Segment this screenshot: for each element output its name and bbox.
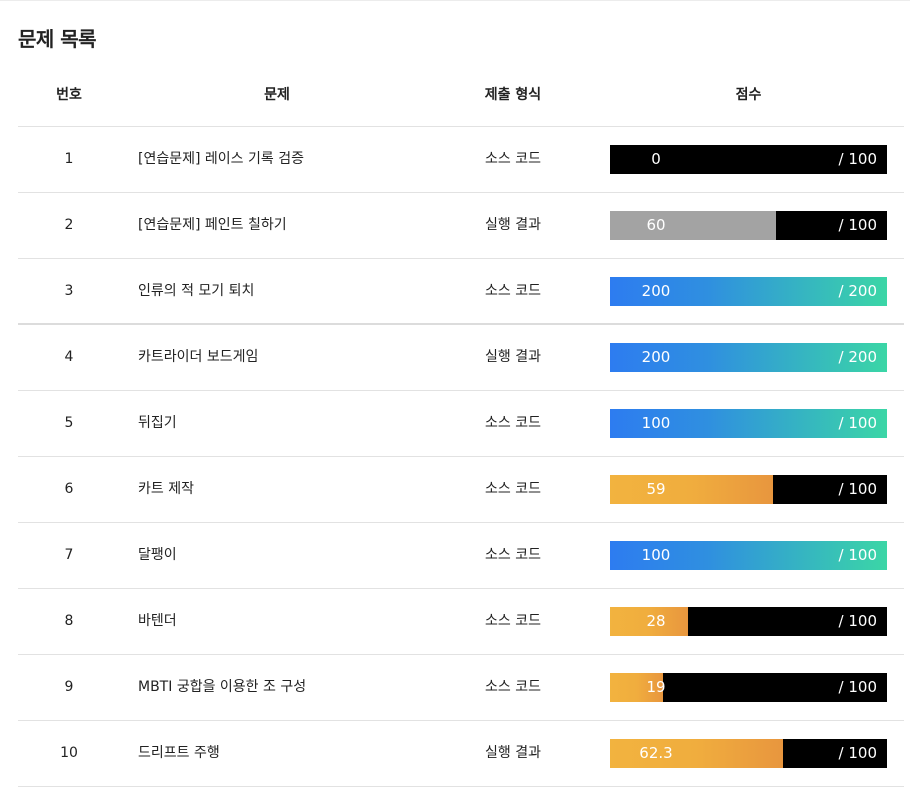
problem-number: 9: [64, 679, 74, 695]
score-bar: 100 100: [610, 541, 887, 570]
table-row[interactable]: 7 달팽이 소스 코드 100 100: [18, 523, 904, 589]
problem-title-link[interactable]: 인류의 적 모기 퇴치: [138, 283, 255, 299]
table-row[interactable]: 2 [연습문제] 페인트 칠하기 실행 결과 60 100: [18, 193, 904, 259]
submission-type: 실행 결과: [485, 745, 541, 761]
problem-title-link[interactable]: MBTI 궁합을 이용한 조 구성: [138, 679, 307, 695]
table-row[interactable]: 1 [연습문제] 레이스 기록 검증 소스 코드 0 100: [18, 127, 904, 193]
header-submission-type: 제출 형식: [484, 87, 542, 103]
problem-number: 10: [60, 745, 78, 761]
submission-type: 소스 코드: [485, 613, 541, 629]
table-row[interactable]: 4 카트라이더 보드게임 실행 결과 200 200: [18, 325, 904, 391]
score-value: 28: [646, 612, 666, 630]
score-bar: 100 100: [610, 409, 887, 438]
score-max: 100: [839, 607, 877, 636]
problem-number: 8: [64, 613, 74, 629]
score-fill: [610, 475, 773, 504]
score-fill: [610, 211, 776, 240]
header-number: 번호: [56, 87, 82, 103]
score-bar: 200 200: [610, 277, 887, 306]
problem-title-link[interactable]: [연습문제] 페인트 칠하기: [138, 217, 287, 233]
score-max: 100: [839, 409, 877, 438]
score-max: 100: [839, 475, 877, 504]
score-value: 0: [651, 150, 661, 168]
problem-number: 7: [64, 547, 74, 563]
score-max: 200: [839, 277, 877, 306]
score-fill: [610, 739, 783, 768]
score-fill: [610, 673, 663, 702]
submission-type: 소스 코드: [485, 679, 541, 695]
problem-title-link[interactable]: 달팽이: [138, 547, 177, 563]
score-max: 100: [839, 673, 877, 702]
table-row[interactable]: 6 카트 제작 소스 코드 59 100: [18, 457, 904, 523]
problem-title-link[interactable]: 카트 제작: [138, 481, 194, 497]
score-value: 100: [641, 546, 671, 564]
score-bar: 200 200: [610, 343, 887, 372]
header-title: 문제: [264, 87, 290, 103]
submission-type: 실행 결과: [485, 349, 541, 365]
table-row[interactable]: 5 뒤집기 소스 코드 100 100: [18, 391, 904, 457]
submission-type: 소스 코드: [485, 481, 541, 497]
score-fill: [610, 607, 688, 636]
score-max: 100: [839, 145, 877, 174]
problem-title-link[interactable]: 뒤집기: [138, 415, 177, 431]
problem-number: 5: [64, 415, 74, 431]
table-row[interactable]: 8 바텐더 소스 코드 28 100: [18, 589, 904, 655]
problem-number: 6: [64, 481, 74, 497]
score-value: 100: [641, 414, 671, 432]
submission-type: 소스 코드: [485, 547, 541, 563]
submission-type: 소스 코드: [485, 283, 541, 299]
submission-type: 소스 코드: [485, 151, 541, 167]
score-bar: 62.3 100: [610, 739, 887, 768]
submission-type: 소스 코드: [485, 415, 541, 431]
score-value: 200: [641, 282, 671, 300]
submission-type: 실행 결과: [485, 217, 541, 233]
score-value: 19: [646, 678, 666, 696]
score-max: 100: [839, 211, 877, 240]
score-bar: 28 100: [610, 607, 887, 636]
problem-title-link[interactable]: 카트라이더 보드게임: [138, 349, 259, 365]
problem-number: 1: [64, 151, 74, 167]
score-max: 100: [839, 739, 877, 768]
page-title: 문제 목록: [18, 27, 97, 51]
score-value: 59: [646, 480, 666, 498]
score-value: 200: [641, 348, 671, 366]
score-bar: 60 100: [610, 211, 887, 240]
score-value: 62.3: [639, 744, 673, 762]
table-row[interactable]: 3 인류의 적 모기 퇴치 소스 코드 200 200: [18, 259, 904, 325]
table-row[interactable]: 9 MBTI 궁합을 이용한 조 구성 소스 코드 19 100: [18, 655, 904, 721]
score-max: 100: [839, 541, 877, 570]
score-max: 200: [839, 343, 877, 372]
score-bar: 19 100: [610, 673, 887, 702]
table-row[interactable]: 10 드리프트 주행 실행 결과 62.3 100: [18, 721, 904, 787]
header-score: 점수: [735, 87, 762, 103]
problem-number: 4: [64, 349, 74, 365]
problem-title-link[interactable]: [연습문제] 레이스 기록 검증: [138, 151, 304, 167]
score-value: 60: [646, 216, 666, 234]
table-header: 번호 문제 제출 형식 점수: [18, 63, 904, 127]
problem-title-link[interactable]: 드리프트 주행: [138, 745, 220, 761]
problem-title-link[interactable]: 바텐더: [138, 613, 177, 629]
problem-number: 2: [64, 217, 74, 233]
score-bar: 59 100: [610, 475, 887, 504]
score-bar: 0 100: [610, 145, 887, 174]
problem-number: 3: [64, 283, 74, 299]
